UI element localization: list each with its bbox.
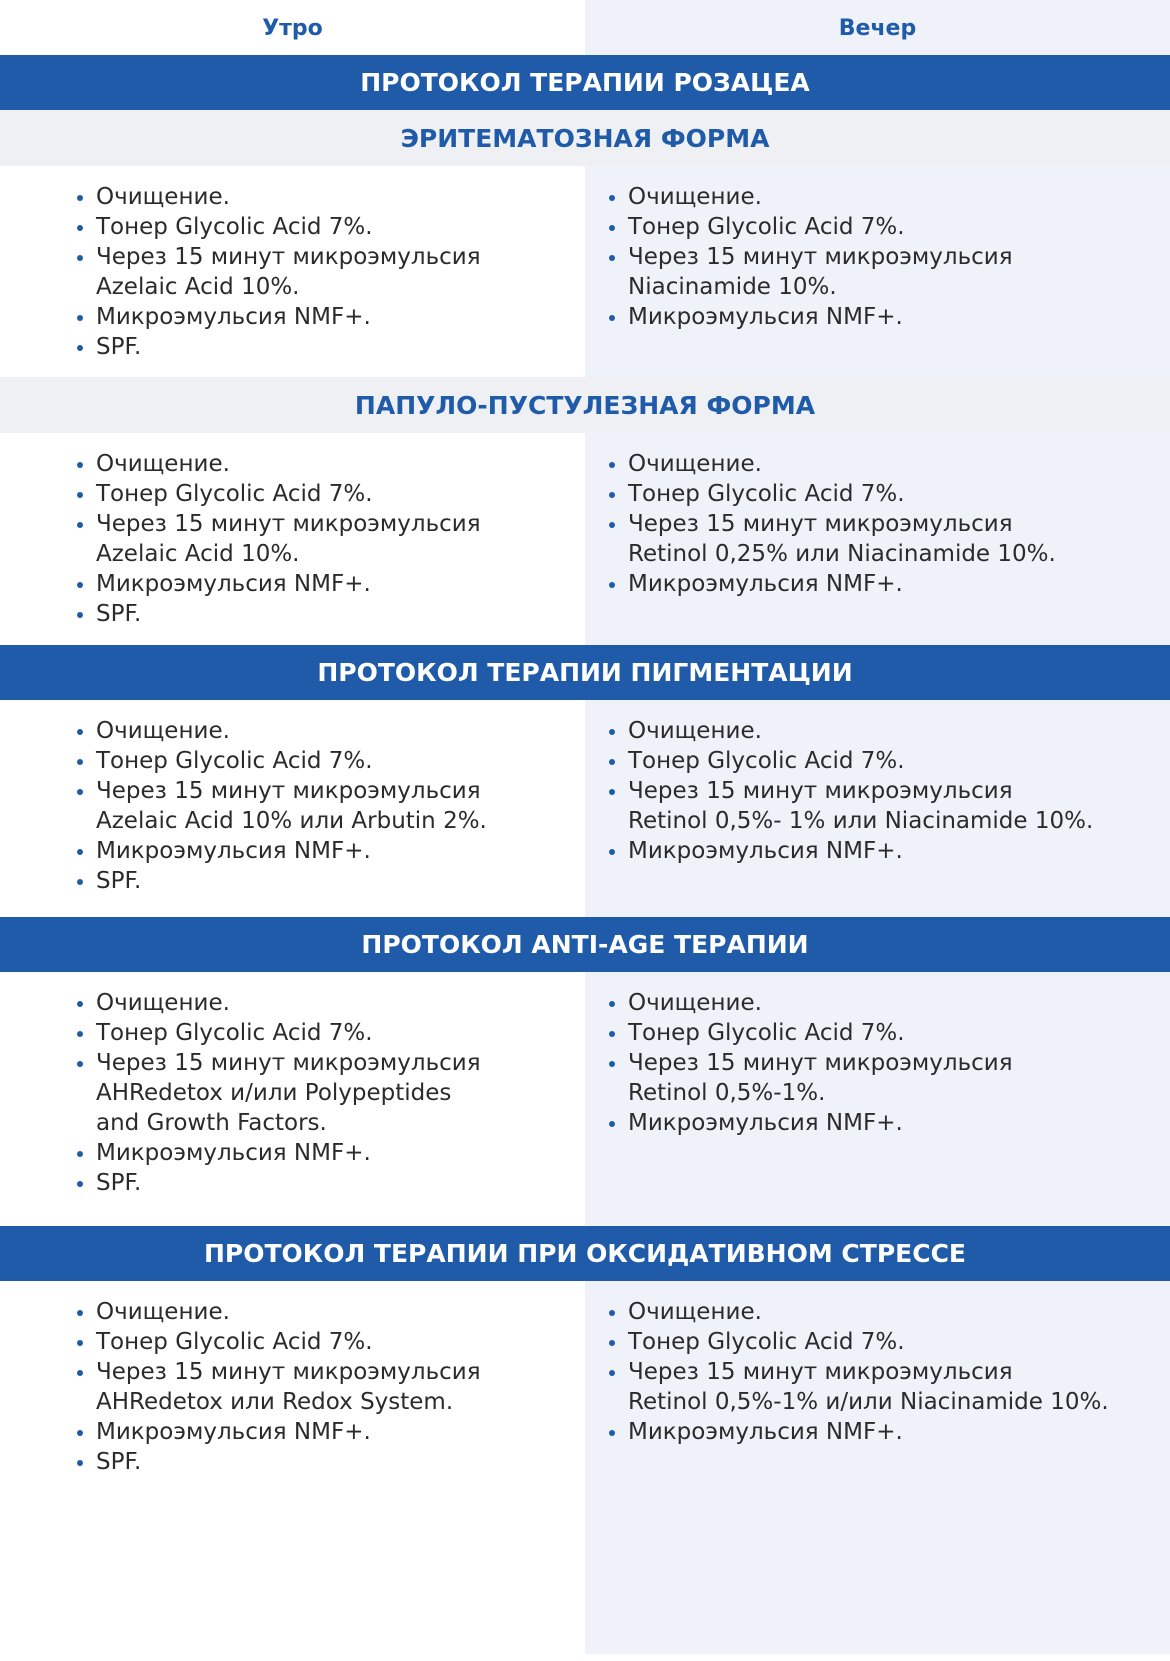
step-item: Очищение. [75,182,585,212]
step-item: Микроэмульсия NMF+. [607,836,1170,866]
column-headers: Утро Вечер [0,0,1170,55]
step-item: Очищение. [607,1297,1170,1327]
protocol-section: Очищение. Тонер Glycolic Acid 7%. Через 15… [0,972,1170,1226]
morning-steps: Очищение. Тонер Glycolic Acid 7%. Через 15… [0,1281,585,1661]
step-item: Микроэмульсия NMF+. [607,1417,1170,1447]
morning-header: Утро [262,16,323,41]
evening-steps: Очищение. Тонер Glycolic Acid 7%. Через 15… [585,166,1170,377]
step-item: Тонер Glycolic Acid 7%. [607,1327,1170,1357]
protocol-section: Очищение. Тонер Glycolic Acid 7%. Через 15… [0,1281,1170,1661]
step-item: Через 15 минут микроэмульсия Retinol 0,5… [607,1048,1170,1108]
step-item: SPF. [75,599,585,629]
morning-steps: Очищение. Тонер Glycolic Acid 7%. Через 15… [0,166,585,377]
step-item: Очищение. [607,716,1170,746]
evening-steps: Очищение. Тонер Glycolic Acid 7%. Через 15… [585,700,1170,917]
morning-steps: Очищение. Тонер Glycolic Acid 7%. Через 15… [0,700,585,917]
steps-list: Очищение. Тонер Glycolic Acid 7%. Через 15… [607,716,1170,866]
form-subtitle: ПАПУЛО-ПУСТУЛЕЗНАЯ ФОРМА [0,377,1170,433]
step-item: Тонер Glycolic Acid 7%. [75,1018,585,1048]
step-item: Микроэмульсия NMF+. [607,302,1170,332]
step-item: Через 15 минут микроэмульсия Retinol 0,5… [607,1357,1170,1417]
protocol-section: Очищение. Тонер Glycolic Acid 7%. Через 15… [0,166,1170,377]
evening-steps: Очищение. Тонер Glycolic Acid 7%. Через 15… [585,433,1170,645]
step-item: Через 15 минут микроэмульсия AHRedetox и… [75,1357,585,1417]
step-item: Очищение. [75,988,585,1018]
steps-list: Очищение. Тонер Glycolic Acid 7%. Через 15… [75,988,585,1198]
step-item: Тонер Glycolic Acid 7%. [75,1327,585,1357]
step-item: Тонер Glycolic Acid 7%. [75,212,585,242]
steps-list: Очищение. Тонер Glycolic Acid 7%. Через 15… [75,1297,585,1477]
steps-list: Очищение. Тонер Glycolic Acid 7%. Через 15… [607,1297,1170,1447]
step-item: Тонер Glycolic Acid 7%. [607,1018,1170,1048]
step-item: SPF. [75,332,585,362]
evening-column-background [585,0,1170,1654]
step-item: Микроэмульсия NMF+. [75,302,585,332]
step-item: Через 15 минут микроэмульсия Azelaic Aci… [75,509,585,569]
step-item: Тонер Glycolic Acid 7%. [75,746,585,776]
protocol-title: ПРОТОКОЛ ТЕРАПИИ РОЗАЦЕА [0,55,1170,110]
step-item: Через 15 минут микроэмульсия Azelaic Aci… [75,776,585,836]
form-subtitle: ЭРИТЕМАТОЗНАЯ ФОРМА [0,110,1170,166]
morning-steps: Очищение. Тонер Glycolic Acid 7%. Через 15… [0,972,585,1226]
step-item: Через 15 минут микроэмульсия Retinol 0,5… [607,776,1170,836]
step-item: Микроэмульсия NMF+. [75,1417,585,1447]
step-item: Через 15 минут микроэмульсия Niacinamide… [607,242,1170,302]
steps-list: Очищение. Тонер Glycolic Acid 7%. Через 15… [75,716,585,896]
steps-list: Очищение. Тонер Glycolic Acid 7%. Через 15… [607,449,1170,599]
step-item: Микроэмульсия NMF+. [75,1138,585,1168]
step-item: SPF. [75,1447,585,1477]
step-item: Микроэмульсия NMF+. [75,836,585,866]
protocol-section: Очищение. Тонер Glycolic Acid 7%. Через 15… [0,700,1170,917]
protocol-section: Очищение. Тонер Glycolic Acid 7%. Через 15… [0,433,1170,645]
step-item: Через 15 минут микроэмульсия Azelaic Aci… [75,242,585,302]
step-item: Микроэмульсия NMF+. [75,569,585,599]
step-item: Тонер Glycolic Acid 7%. [607,212,1170,242]
protocol-title: ПРОТОКОЛ ТЕРАПИИ ПРИ ОКСИДАТИВНОМ СТРЕСС… [0,1226,1170,1281]
steps-list: Очищение. Тонер Glycolic Acid 7%. Через 15… [75,182,585,362]
step-item: Очищение. [607,449,1170,479]
protocol-title: ПРОТОКОЛ ANTI-AGE ТЕРАПИИ [0,917,1170,972]
evening-steps: Очищение. Тонер Glycolic Acid 7%. Через 15… [585,1281,1170,1661]
steps-list: Очищение. Тонер Glycolic Acid 7%. Через 15… [75,449,585,629]
protocol-title: ПРОТОКОЛ ТЕРАПИИ ПИГМЕНТАЦИИ [0,645,1170,700]
step-item: Тонер Glycolic Acid 7%. [607,479,1170,509]
step-item: Тонер Glycolic Acid 7%. [607,746,1170,776]
step-item: Через 15 минут микроэмульсия Retinol 0,2… [607,509,1170,569]
evening-steps: Очищение. Тонер Glycolic Acid 7%. Через 15… [585,972,1170,1226]
step-item: Очищение. [75,1297,585,1327]
step-item: SPF. [75,866,585,896]
step-item: Через 15 минут микроэмульсия AHRedetox и… [75,1048,585,1138]
step-item: Тонер Glycolic Acid 7%. [75,479,585,509]
step-item: Очищение. [75,449,585,479]
step-item: Очищение. [607,182,1170,212]
step-item: SPF. [75,1168,585,1198]
steps-list: Очищение. Тонер Glycolic Acid 7%. Через 15… [607,182,1170,332]
step-item: Очищение. [75,716,585,746]
step-item: Очищение. [607,988,1170,1018]
step-item: Микроэмульсия NMF+. [607,569,1170,599]
step-item: Микроэмульсия NMF+. [607,1108,1170,1138]
morning-steps: Очищение. Тонер Glycolic Acid 7%. Через 15… [0,433,585,645]
evening-header: Вечер [838,16,917,41]
steps-list: Очищение. Тонер Glycolic Acid 7%. Через 15… [607,988,1170,1138]
